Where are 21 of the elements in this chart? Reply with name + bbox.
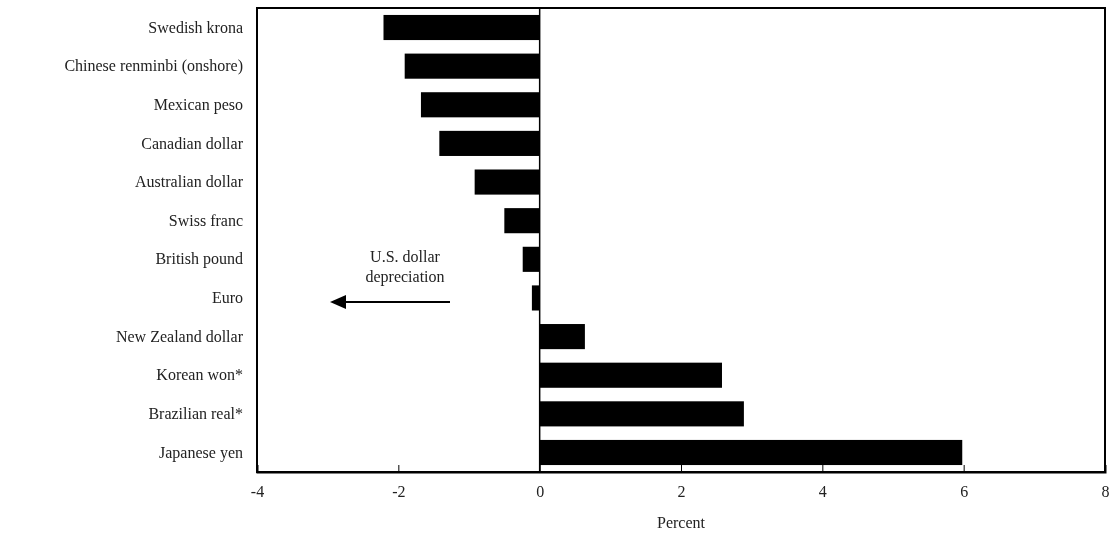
annotation: U.S. dollar depreciation [365, 248, 445, 286]
y-tick-label: Euro [211, 289, 243, 307]
x-tick-label: 8 [1101, 483, 1110, 501]
x-tick-label: 0 [536, 483, 545, 501]
y-tick-label: Swedish krona [148, 18, 243, 36]
y-tick-label: Brazilian real* [148, 404, 243, 422]
y-tick-label: Canadian dollar [141, 134, 244, 152]
x-tick-label: 4 [818, 483, 827, 501]
y-tick-label: Japanese yen [159, 443, 243, 462]
y-tick-label: British pound [155, 250, 243, 269]
y-tick-label: Korean won* [156, 366, 243, 384]
y-tick-label: New Zealand dollar [115, 327, 244, 345]
x-tick-label: 6 [960, 483, 969, 501]
y-tick-label: Swiss franc [168, 211, 243, 229]
y-tick-label: Australian dollar [135, 173, 244, 191]
x-axis-title: Percent [657, 514, 706, 531]
x-tick-label: -4 [250, 483, 265, 501]
y-tick-label: Chinese renminbi (onshore) [64, 57, 243, 76]
y-tick-label: Mexican peso [153, 95, 243, 114]
x-tick-label: -2 [392, 483, 406, 501]
x-tick-label: 2 [677, 483, 686, 501]
